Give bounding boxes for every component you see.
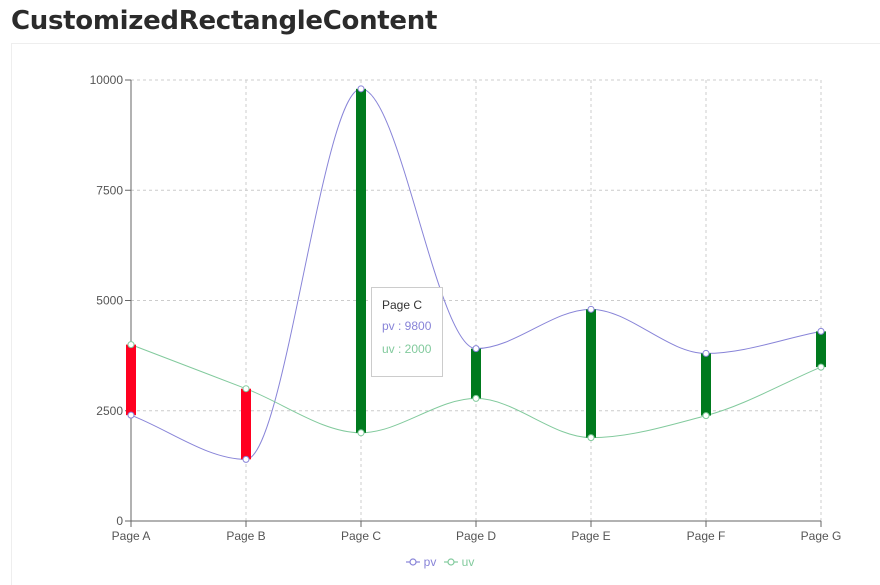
x-tick-label-3: Page D [456, 529, 496, 543]
dot-uv-3 [472, 394, 480, 402]
range-bar-4 [586, 309, 596, 438]
series-line-pv [130, 88, 822, 460]
dot-pv-4 [587, 305, 595, 313]
y-tick-label-2: 5000 [96, 294, 123, 308]
legend: pv uv [0, 555, 880, 570]
legend-line-circle-icon [405, 558, 420, 566]
series-dots [127, 85, 825, 463]
range-bar-5 [701, 353, 711, 416]
y-tick-label-3: 7500 [96, 183, 123, 197]
dot-pv-0 [127, 411, 135, 419]
legend-line-circle-icon [443, 558, 458, 566]
range-bar-3 [471, 348, 481, 399]
dot-pv-1 [242, 455, 250, 463]
x-tick-label-5: Page F [687, 529, 726, 543]
dot-uv-2 [357, 429, 365, 437]
dot-uv-0 [127, 341, 135, 349]
tooltip-title: Page C [382, 298, 423, 312]
x-tick-label-6: Page G [801, 529, 842, 543]
dot-uv-5 [702, 412, 710, 420]
legend-label-uv: uv [461, 555, 475, 569]
dot-pv-2 [357, 85, 365, 93]
grid [130, 79, 822, 522]
range-bar-1 [241, 388, 251, 460]
x-tick-label-4: Page E [571, 529, 610, 543]
dot-pv-5 [702, 349, 710, 357]
dot-uv-4 [587, 434, 595, 442]
range-bars [126, 88, 826, 460]
tooltip-item-uv: uv : 2000 [382, 342, 432, 356]
legend-label-pv: pv [423, 555, 437, 569]
x-tick-label-1: Page B [226, 529, 265, 543]
y-tick-label-0: 0 [116, 514, 123, 528]
dot-pv-3 [472, 345, 480, 353]
legend-item-pv[interactable]: pv [405, 555, 437, 569]
dot-pv-6 [817, 327, 825, 335]
page-title: CustomizedRectangleContent [11, 6, 438, 36]
dot-uv-6 [817, 363, 825, 371]
legend-item-uv[interactable]: uv [443, 555, 475, 569]
chart-panel [11, 43, 880, 585]
range-bar-2 [356, 88, 366, 433]
y-tick-label-1: 2500 [96, 404, 123, 418]
x-tick-label-0: Page A [112, 529, 151, 543]
x-tick-label-2: Page C [341, 529, 381, 543]
y-tick-label-4: 10000 [90, 73, 124, 87]
tooltip-item-pv: pv : 9800 [382, 319, 432, 333]
dot-uv-1 [242, 385, 250, 393]
range-bar-0 [126, 344, 136, 416]
tooltip: Page C pv : 9800 uv : 2000 [371, 287, 443, 377]
range-bar-6 [816, 331, 826, 368]
